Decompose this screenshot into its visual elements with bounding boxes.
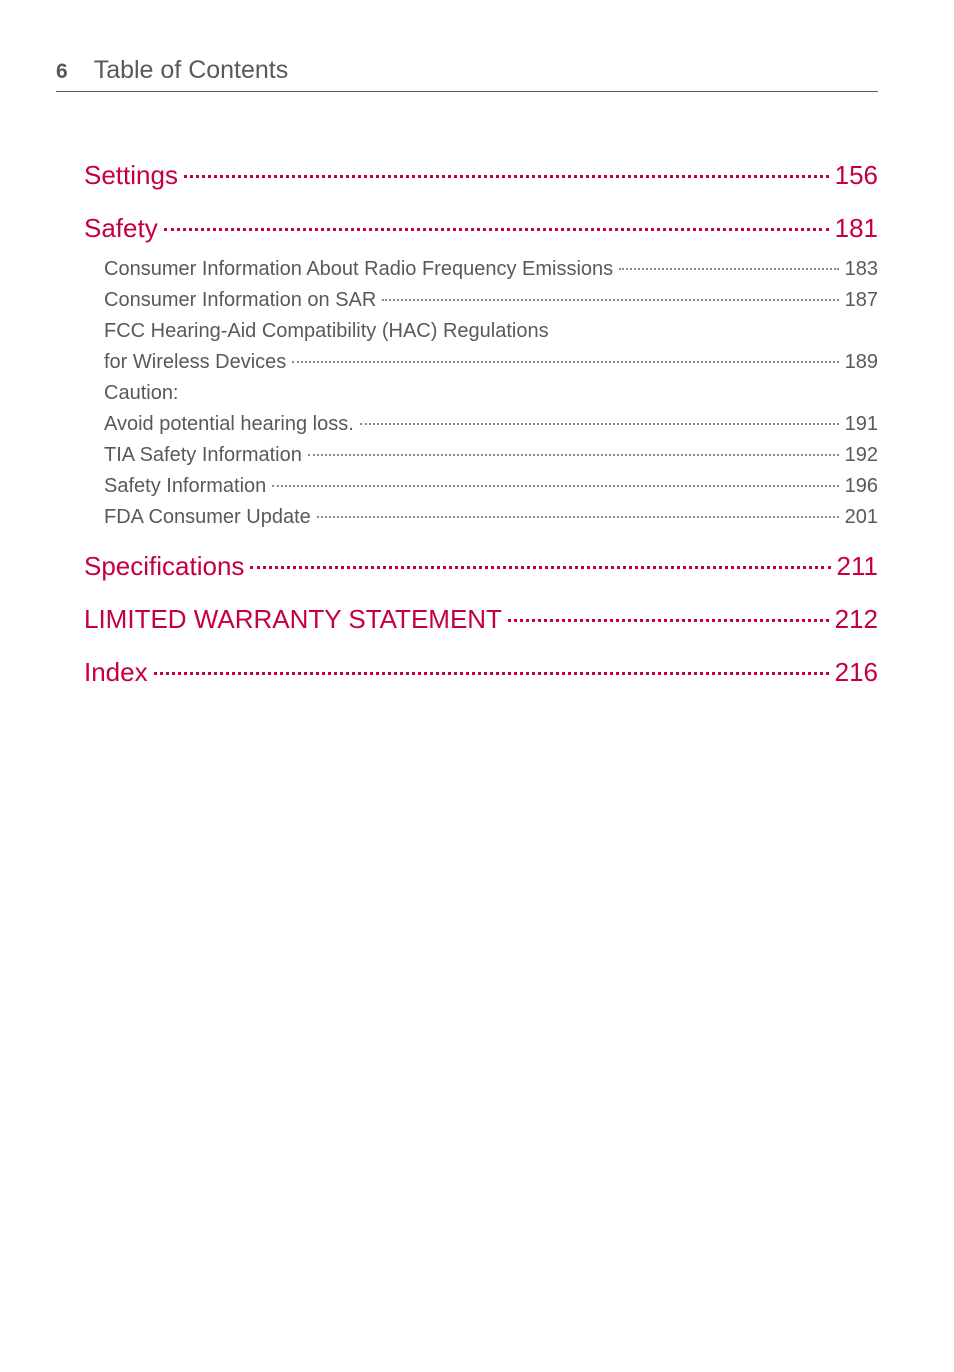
dot-leader	[508, 619, 829, 622]
toc-subentry-continuation: Caution:	[84, 382, 878, 405]
toc-entry-warranty[interactable]: LIMITED WARRANTY STATEMENT 212	[84, 604, 878, 635]
toc-page: 191	[841, 413, 878, 436]
toc-entry-settings[interactable]: Settings 156	[84, 160, 878, 191]
toc-label: Safety Information	[104, 475, 270, 498]
toc-page: 212	[831, 604, 878, 635]
toc-page: 187	[841, 289, 878, 312]
toc-subentry[interactable]: for Wireless Devices 189	[84, 351, 878, 374]
toc-page: 196	[841, 475, 878, 498]
dot-leader	[250, 566, 830, 569]
dot-leader	[619, 268, 838, 270]
toc-page: 189	[841, 351, 878, 374]
page-number: 6	[56, 60, 68, 84]
toc-label: Caution:	[104, 382, 179, 404]
dot-leader	[184, 175, 829, 178]
dot-leader	[164, 228, 829, 231]
toc-content: Settings 156 Safety 181 Consumer Informa…	[56, 160, 878, 688]
toc-subentry[interactable]: FDA Consumer Update 201	[84, 506, 878, 529]
dot-leader	[317, 516, 839, 518]
toc-label: for Wireless Devices	[104, 351, 290, 374]
toc-subentry[interactable]: Avoid potential hearing loss. 191	[84, 413, 878, 436]
toc-entry-safety[interactable]: Safety 181	[84, 213, 878, 244]
toc-label: Settings	[84, 160, 182, 191]
toc-label: FCC Hearing-Aid Compatibility (HAC) Regu…	[104, 320, 549, 342]
toc-page: 211	[833, 551, 878, 582]
toc-label: Consumer Information About Radio Frequen…	[104, 258, 617, 281]
toc-label: FDA Consumer Update	[104, 506, 315, 529]
dot-leader	[308, 454, 839, 456]
dot-leader	[154, 672, 829, 675]
toc-label: LIMITED WARRANTY STATEMENT	[84, 604, 506, 635]
toc-page: 156	[831, 160, 878, 191]
toc-label: Consumer Information on SAR	[104, 289, 380, 312]
toc-page: 183	[841, 258, 878, 281]
toc-label: Specifications	[84, 551, 248, 582]
page-header: 6 Table of Contents	[56, 56, 878, 92]
dot-leader	[292, 361, 838, 363]
toc-page: 216	[831, 657, 878, 688]
toc-label: TIA Safety Information	[104, 444, 306, 467]
toc-label: Safety	[84, 213, 162, 244]
toc-page: 181	[831, 213, 878, 244]
toc-subentry[interactable]: Consumer Information About Radio Frequen…	[84, 258, 878, 281]
toc-subentry[interactable]: TIA Safety Information 192	[84, 444, 878, 467]
toc-page: 201	[841, 506, 878, 529]
page-title: Table of Contents	[94, 56, 289, 85]
toc-subentry-continuation: FCC Hearing-Aid Compatibility (HAC) Regu…	[84, 320, 878, 343]
toc-entry-specifications[interactable]: Specifications 211	[84, 551, 878, 582]
dot-leader	[382, 299, 838, 301]
toc-entry-index[interactable]: Index 216	[84, 657, 878, 688]
toc-subentry[interactable]: Safety Information 196	[84, 475, 878, 498]
toc-subentry[interactable]: Consumer Information on SAR 187	[84, 289, 878, 312]
toc-label: Avoid potential hearing loss.	[104, 413, 358, 436]
toc-label: Index	[84, 657, 152, 688]
dot-leader	[272, 485, 838, 487]
toc-page: 192	[841, 444, 878, 467]
dot-leader	[360, 423, 839, 425]
